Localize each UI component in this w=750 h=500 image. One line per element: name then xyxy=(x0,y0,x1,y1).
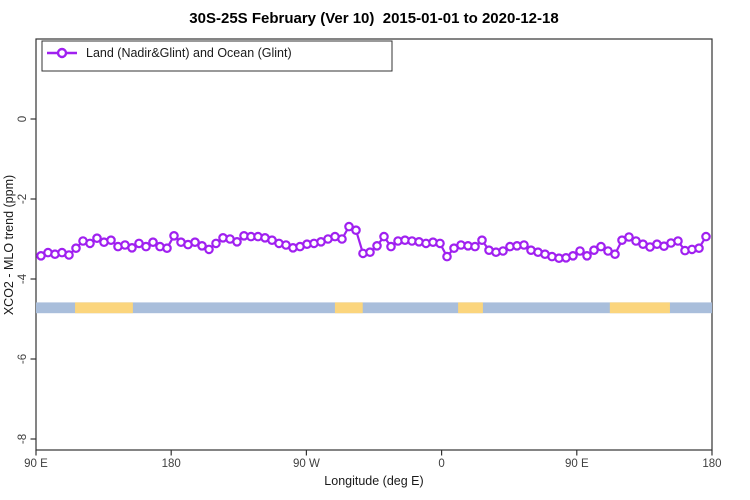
x-tick-label: 0 xyxy=(438,458,444,470)
legend-circle-marker-icon xyxy=(56,47,68,59)
chart-title: 30S-25S February (Ver 10) 2015-01-01 to … xyxy=(189,10,558,27)
data-point xyxy=(596,241,606,252)
legend-label: Land (Nadir&Glint) and Ocean (Glint) xyxy=(86,46,292,60)
ocean-band-segment xyxy=(36,302,712,314)
land-band-segment xyxy=(334,302,363,314)
data-point xyxy=(470,241,480,252)
land-ocean-band xyxy=(36,302,712,314)
data-point xyxy=(589,245,599,256)
land-band-segment xyxy=(609,302,670,314)
data-point xyxy=(575,246,585,256)
data-point xyxy=(351,225,361,236)
y-tick-label: -6 xyxy=(17,354,29,364)
x-tick-label: 90 E xyxy=(24,458,48,470)
y-tick-label: -8 xyxy=(17,434,29,444)
legend-box xyxy=(41,40,393,72)
legend: Land (Nadir&Glint) and Ocean (Glint) xyxy=(41,40,393,72)
data-point xyxy=(169,231,179,241)
x-axis-title: Longitude (deg E) xyxy=(324,474,423,488)
data-point xyxy=(694,243,704,254)
data-point xyxy=(127,243,137,253)
x-axis: 90 E 180 90 W 0 90 E 180 xyxy=(24,450,722,470)
data-point xyxy=(435,238,445,249)
y-tick-label: -2 xyxy=(17,194,29,204)
data-point xyxy=(365,247,375,258)
plot-area-border xyxy=(35,38,713,451)
data-series xyxy=(36,221,711,264)
data-point xyxy=(106,235,116,246)
data-point xyxy=(197,241,207,251)
data-point xyxy=(337,234,347,244)
data-point xyxy=(141,241,151,252)
data-point xyxy=(372,241,382,251)
data-point xyxy=(701,231,711,242)
data-point xyxy=(344,221,354,232)
x-tick-label: 180 xyxy=(162,458,181,470)
data-point xyxy=(386,241,396,252)
data-point xyxy=(85,238,95,249)
data-point xyxy=(64,250,74,260)
data-point xyxy=(477,235,487,246)
x-tick-label: 90 W xyxy=(293,458,320,470)
y-axis-title: XCO2 - MLO trend (ppm) xyxy=(2,175,16,315)
data-point xyxy=(519,240,529,250)
data-point xyxy=(568,251,578,261)
data-point xyxy=(442,251,452,262)
data-point xyxy=(71,243,81,254)
data-point xyxy=(211,238,221,249)
data-point xyxy=(232,237,242,247)
land-band-segment xyxy=(75,302,133,314)
data-point xyxy=(610,249,620,260)
x-tick-label: 90 E xyxy=(565,458,589,470)
data-point xyxy=(148,237,158,248)
y-tick-label: 0 xyxy=(17,116,29,122)
land-band-segment xyxy=(458,302,483,314)
data-point xyxy=(379,231,389,242)
data-point xyxy=(92,233,102,244)
data-point xyxy=(673,236,683,246)
data-point xyxy=(190,237,200,248)
y-tick-label: -4 xyxy=(17,273,29,284)
data-point xyxy=(162,243,172,254)
data-point xyxy=(582,251,592,261)
y-axis: 0 -2 -4 -6 -8 xyxy=(17,116,36,444)
x-tick-label: 180 xyxy=(702,458,721,470)
data-point xyxy=(624,232,634,242)
data-point xyxy=(498,246,508,256)
data-point xyxy=(204,244,214,255)
